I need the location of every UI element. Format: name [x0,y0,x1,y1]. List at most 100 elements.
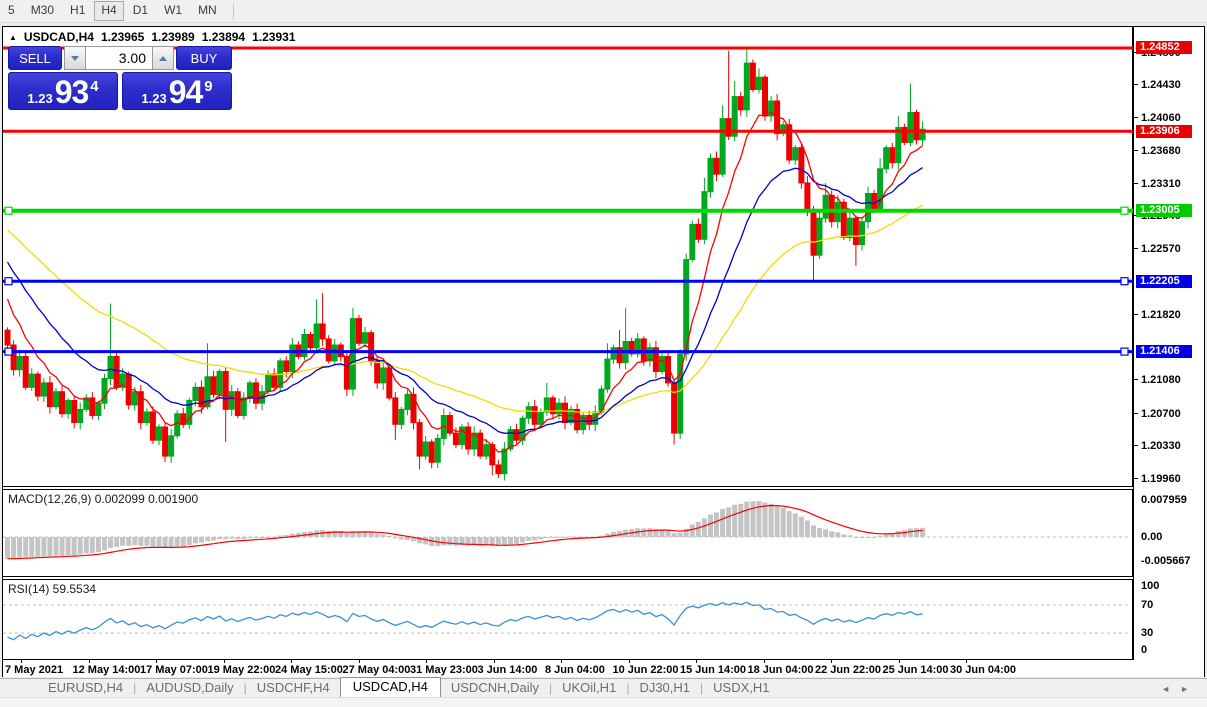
macd-axis-label: 0.00 [1141,531,1163,543]
time-tick [898,660,900,663]
timeframe-button-5[interactable]: 5 [8,3,15,17]
time-label: 18 Jun 04:00 [747,664,814,676]
volume-increase-button[interactable] [152,46,174,70]
price-tick-1.24060: 1.24060 [1134,112,1204,124]
time-tick [696,660,697,663]
time-label: 10 Jun 22:00 [612,664,679,676]
pane-separator[interactable] [3,486,1204,490]
price-tick-1.24430: 1.24430 [1134,79,1204,91]
price-badge-1.23906: 1.23906 [1136,124,1192,138]
tick-dash [1134,477,1138,479]
collapse-triangle-icon[interactable]: ▲ [9,32,17,42]
price-tick-1.20330: 1.20330 [1134,440,1204,452]
buy-button[interactable]: BUY [176,46,232,70]
time-tick [628,660,630,663]
pane-separator[interactable] [3,576,1204,580]
chart-tab-ukoil-h1[interactable]: UKOil,H1 [562,680,617,695]
line-handle-icon[interactable] [4,277,13,286]
timeframe-button-h4[interactable]: H4 [94,1,124,21]
time-tick [426,660,427,663]
price-badge-1.24852: 1.24852 [1136,41,1192,55]
tick-dash [1134,248,1138,249]
time-tick [831,660,832,663]
one-click-trading-panel: SELL 3.00 BUY 1.23 93 4 1.23 94 9 [8,46,232,110]
macd-axis-label: 0.007959 [1141,494,1187,506]
tab-separator: | [700,681,704,695]
tick-label: 1.21080 [1141,374,1181,387]
tick-dash [1134,182,1138,184]
timeframe-button-m30[interactable]: M30 [30,3,55,17]
toolbar-separator [232,3,234,19]
line-handle-icon[interactable] [4,206,13,215]
sell-button[interactable]: SELL [8,46,62,70]
rsi-line [7,601,923,641]
rsi-indicator-pane[interactable]: RSI(14) 59.5534 [3,580,1133,659]
macd-label: MACD(12,26,9) 0.002099 0.001900 [8,492,199,506]
chart-tab-audusd-daily[interactable]: AUDUSD,Daily [146,680,234,695]
macd-histogram [5,501,926,559]
chart-title: ▲ USDCAD,H4 1.23965 1.23989 1.23894 1.23… [9,30,296,44]
price-axis[interactable]: 1.248001.244301.240601.236801.233101.229… [1133,27,1204,660]
tick-label: 1.19960 [1141,472,1181,485]
tab-separator: | [549,681,553,695]
buy-price-display[interactable]: 1.23 94 9 [122,72,232,110]
line-handle-icon[interactable] [1120,277,1129,286]
arrow-up-icon [159,55,167,61]
timeframe-button-h1[interactable]: H1 [70,3,86,17]
chart-tab-eurusd-h4[interactable]: EURUSD,H4 [48,680,124,695]
buy-price-main: 94 [168,74,204,110]
chart-symbol: USDCAD,H4 [23,30,94,44]
sell-price-main: 93 [54,74,90,110]
macd-signal-line [7,504,923,560]
tick-dash [1134,445,1138,447]
time-tick [21,660,22,663]
status-strip [0,697,1207,707]
price-chart-pane[interactable]: ▲ USDCAD,H4 1.23965 1.23989 1.23894 1.23… [3,27,1133,486]
tab-scroll-right-icon[interactable]: ► [1180,684,1199,694]
ohlc-high: 1.23989 [151,30,195,44]
chart-tab-bar: EURUSD,H4 | AUDUSD,Daily | USDCHF,H4 USDCAD,H… [0,677,1207,697]
tick-label: 1.22570 [1141,243,1181,255]
time-label: 17 May 07:00 [140,664,208,676]
time-label: 27 May 04:00 [342,664,411,676]
chart-frame-line [3,659,1204,660]
price-tick-1.21080: 1.21080 [1134,374,1204,386]
time-label: 24 May 15:00 [275,664,343,676]
tab-scroll-arrows: ◄► [1161,684,1207,697]
sell-price-display[interactable]: 1.23 93 4 [8,72,118,110]
macd-chart [3,501,1131,560]
volume-input[interactable]: 3.00 [86,46,152,70]
time-tick [156,660,157,663]
tick-label: 1.20700 [1141,407,1181,420]
tick-label: 1.23310 [1141,177,1181,190]
tab-scroll-left-icon[interactable]: ◄ [1161,684,1181,694]
tab-separator: | [626,681,630,695]
time-label: 22 Jun 22:00 [815,664,882,676]
chart-tab-usdx-h1[interactable]: USDX,H1 [713,680,770,695]
chart-tab-usdcad-h4[interactable]: USDCAD,H4 [339,677,441,697]
time-label: 25 Jun 14:00 [882,664,949,676]
volume-decrease-button[interactable] [64,46,86,70]
ohlc-low: 1.23894 [201,30,246,44]
macd-indicator-pane[interactable]: MACD(12,26,9) 0.002099 0.001900 [3,490,1133,576]
time-label: 7 May 2021 [5,664,64,676]
timeframe-button-w1[interactable]: W1 [164,3,183,17]
tick-label: 1.24430 [1141,79,1181,92]
price-badge-1.21406: 1.21406 [1136,345,1192,359]
time-label: 15 Jun 14:00 [680,664,747,676]
rsi-axis-label: 0 [1141,644,1148,656]
time-axis[interactable]: 7 May 2021 12 May 14:00 17 May 07:00 19 May… [3,660,1204,677]
time-tick [966,660,967,663]
rsi-axis-label: 70 [1141,598,1154,611]
timeframe-button-mn[interactable]: MN [198,3,217,17]
chart-tab-dj30-h1[interactable]: DJ30,H1 [639,680,691,695]
line-handle-icon[interactable] [1120,347,1129,356]
line-handle-icon[interactable] [4,347,13,356]
timeframe-toolbar: 5 M30 H1 H4 D1 W1 MN [0,0,1207,23]
chart-tab-usdchf-h4[interactable]: USDCHF,H4 [256,680,330,695]
tick-label: 1.21820 [1141,309,1181,322]
timeframe-button-d1[interactable]: D1 [132,3,149,17]
price-badge-1.22205: 1.22205 [1136,274,1192,288]
line-handle-icon[interactable] [1120,206,1129,215]
chart-tab-usdcnh-daily[interactable]: USDCNH,Daily [450,680,539,695]
